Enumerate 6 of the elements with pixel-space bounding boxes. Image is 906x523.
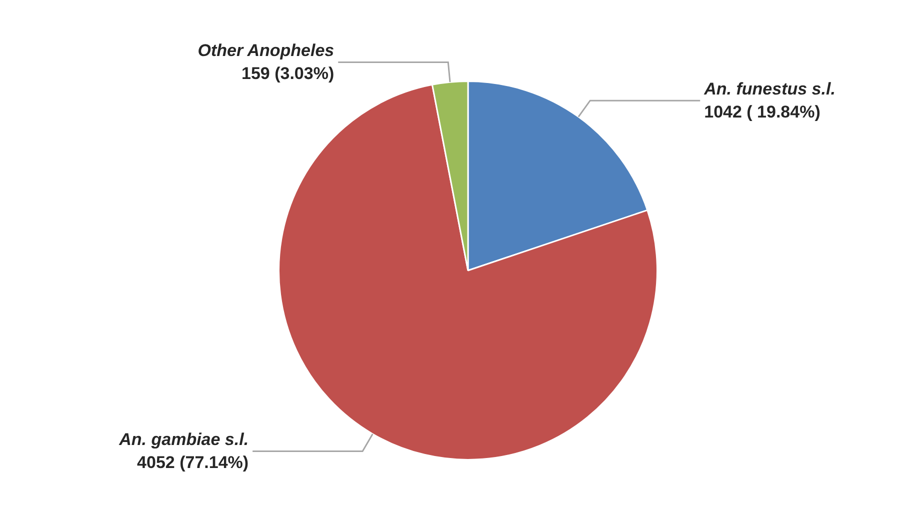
slice-label: Other Anopheles xyxy=(198,40,334,60)
data-label: 4052 (77.14%) xyxy=(137,452,249,472)
data-label: 159 (3.03%) xyxy=(242,64,334,83)
slice-label: An. gambiae s.l. xyxy=(118,430,249,449)
slice-label: An. funestus s.l. xyxy=(703,79,836,98)
data-label: 1042 ( 19.84%) xyxy=(704,102,820,122)
